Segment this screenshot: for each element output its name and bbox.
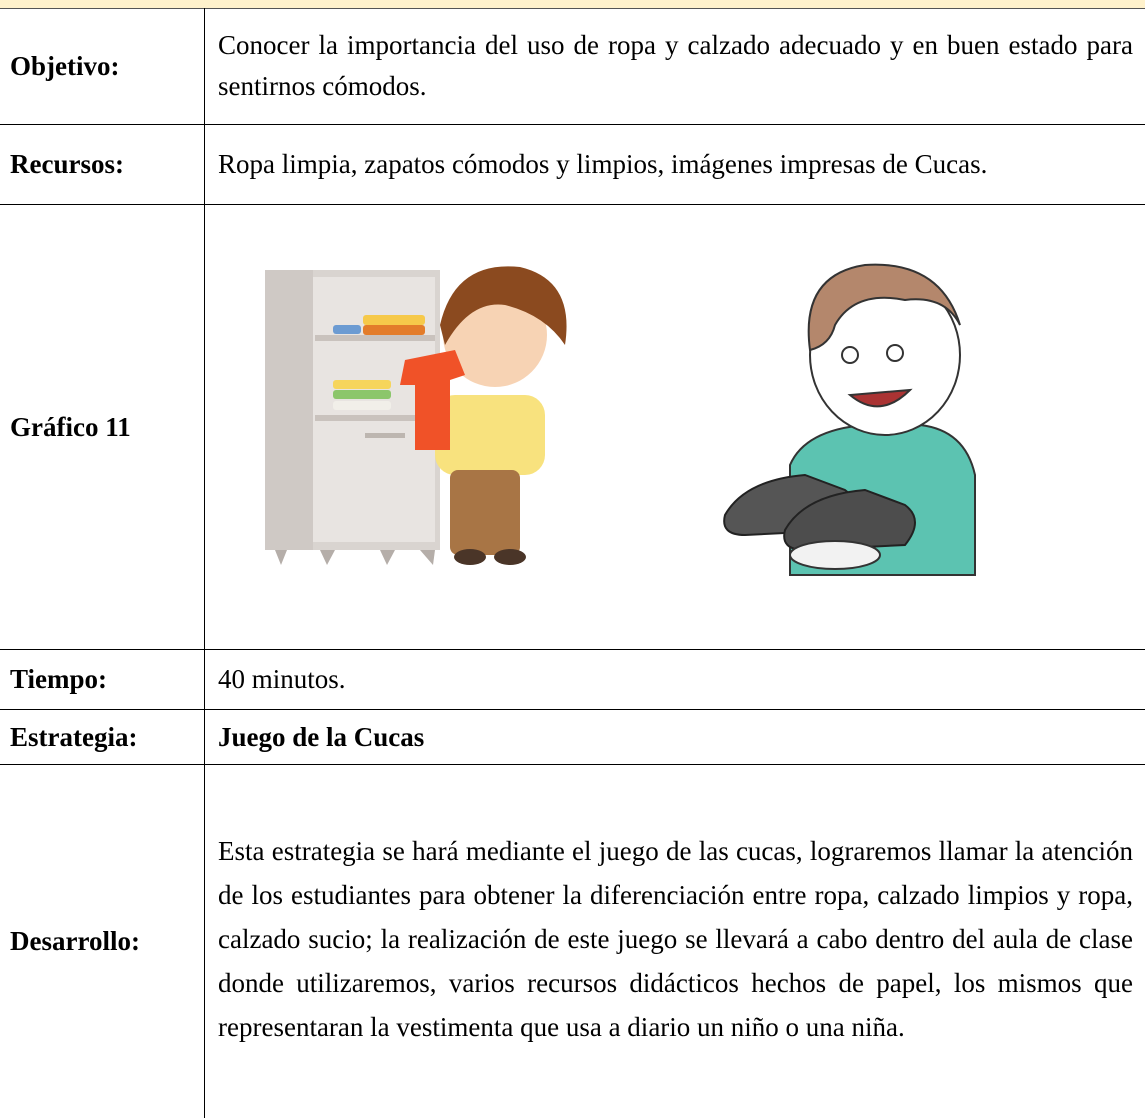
boy-shoes-illustration — [723, 263, 976, 576]
table-row: Estrategia: Juego de la Cucas — [0, 710, 1145, 765]
row-label: Objetivo: — [0, 8, 205, 124]
header-band — [0, 0, 1145, 9]
row-label: Estrategia: — [0, 710, 205, 764]
table-row: Desarrollo: Esta estrategia se hará medi… — [0, 765, 1145, 1118]
table-row: Gráfico 11 — [0, 205, 1145, 650]
illustrations — [265, 263, 976, 576]
row-text: Esta estrategia se hará mediante el jueg… — [218, 835, 1133, 1042]
table-row: Objetivo: Conocer la importancia del uso… — [0, 8, 1145, 125]
wardrobe-illustration — [265, 266, 567, 565]
row-content: Esta estrategia se hará mediante el jueg… — [205, 765, 1145, 1118]
row-content: Conocer la importancia del uso de ropa y… — [205, 8, 1145, 124]
row-text: 40 minutos. — [218, 664, 346, 694]
table-row: Recursos: Ropa limpia, zapatos cómodos y… — [0, 125, 1145, 205]
row-content: 40 minutos. — [205, 650, 1145, 709]
row-text: Juego de la Cucas — [218, 721, 425, 752]
row-content: Ropa limpia, zapatos cómodos y limpios, … — [205, 125, 1145, 204]
table-row: Tiempo: 40 minutos. — [0, 650, 1145, 710]
row-content — [205, 205, 1145, 649]
row-label: Recursos: — [0, 125, 205, 204]
row-text: Ropa limpia, zapatos cómodos y limpios, … — [218, 149, 988, 179]
row-label: Gráfico 11 — [0, 205, 205, 649]
row-content: Juego de la Cucas — [205, 710, 1145, 764]
row-text: Conocer la importancia del uso de ropa y… — [218, 30, 1133, 101]
row-label: Desarrollo: — [0, 765, 205, 1118]
row-label: Tiempo: — [0, 650, 205, 709]
